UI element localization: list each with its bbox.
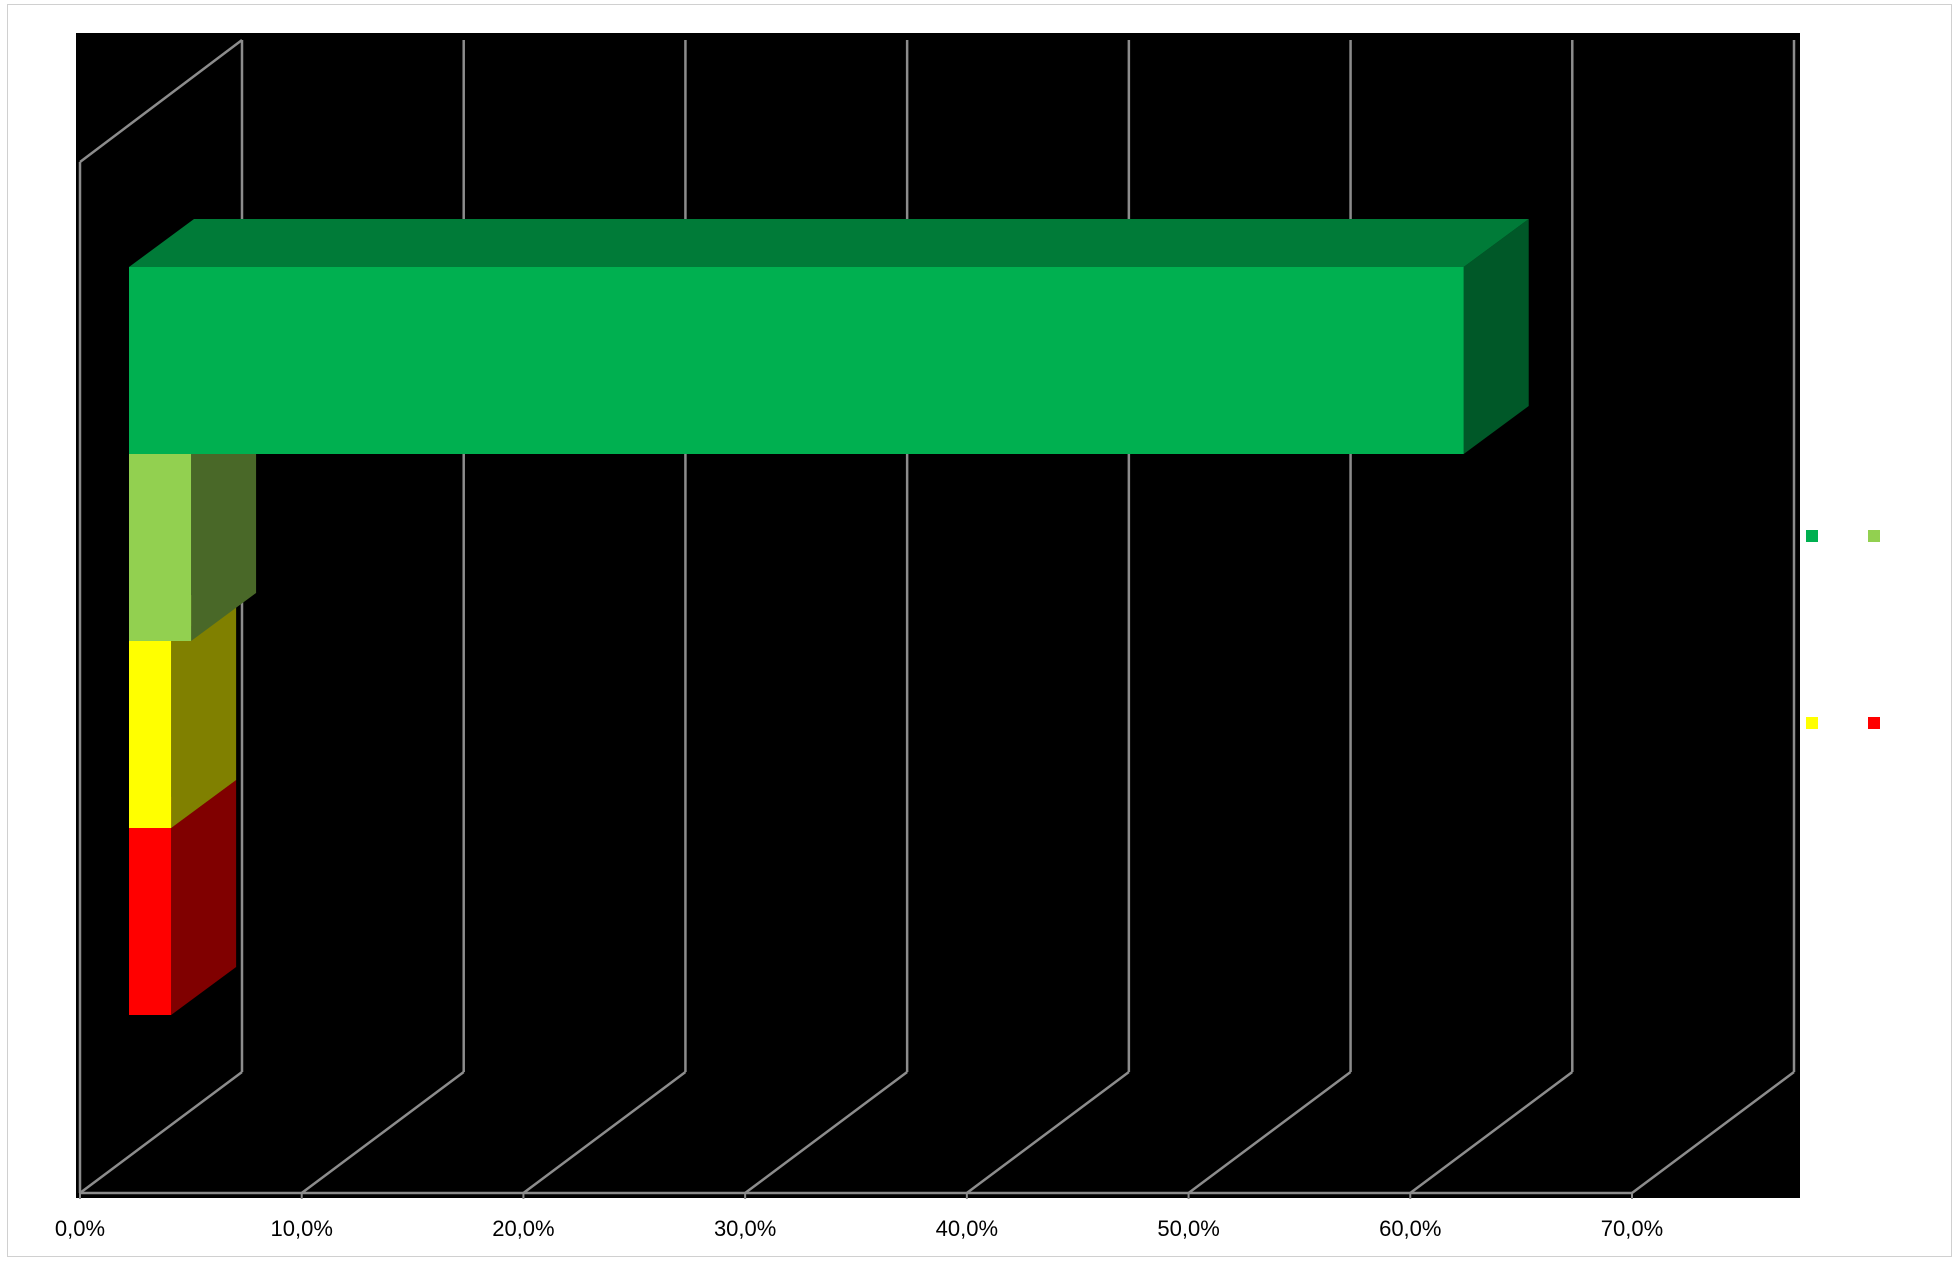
legend-entry: -- — [1868, 716, 1896, 733]
axis-left-top-edge — [79, 39, 243, 163]
gridline-floor — [1631, 1070, 1795, 1195]
plot-background — [76, 33, 1800, 1198]
legend-entry: ++ — [1806, 529, 1842, 546]
x-tick-label: 70,0% — [1601, 1216, 1663, 1241]
bar-top — [129, 219, 1529, 267]
bar-1 — [129, 219, 1529, 454]
x-axis-ticks: 0,0% 10,0% 20,0% 30,0% 40,0% 50,0% 60,0% 70,0% — [55, 1216, 1663, 1241]
legend-label: -- — [1885, 716, 1896, 733]
x-tick-label: 60,0% — [1379, 1216, 1441, 1241]
gridline-floor — [300, 1070, 465, 1195]
bar-front — [129, 641, 172, 828]
x-tick-label: 20,0% — [492, 1216, 554, 1241]
gridline-floor — [744, 1070, 908, 1195]
bar-side — [171, 593, 237, 828]
gridline-floor — [1187, 1070, 1352, 1195]
bar-front — [129, 828, 172, 1015]
legend-swatch — [1806, 530, 1818, 542]
x-tick-label: 40,0% — [936, 1216, 998, 1241]
gridline-floor — [1409, 1070, 1574, 1195]
x-tick-label: 50,0% — [1157, 1216, 1219, 1241]
legend: ++ +- -- — [1806, 529, 1896, 733]
legend-entry: + — [1868, 529, 1894, 546]
x-tick-label: 0,0% — [55, 1216, 105, 1241]
gridlines — [78, 39, 1796, 1199]
gridline-floor — [966, 1070, 1130, 1195]
bar-side — [171, 780, 237, 1015]
bar-front — [129, 267, 1464, 454]
legend-label: + — [1885, 529, 1894, 546]
legend-label: - — [1823, 716, 1828, 733]
legend-label: ++ — [1823, 529, 1842, 546]
bar-front — [129, 454, 192, 641]
legend-swatch — [1868, 530, 1880, 542]
gridline-floor — [79, 1070, 243, 1195]
bar-side — [191, 406, 257, 641]
x-tick-label: 30,0% — [714, 1216, 776, 1241]
x-tick-label: 10,0% — [271, 1216, 333, 1241]
gridline-floor — [522, 1070, 687, 1195]
legend-entry: - — [1806, 716, 1828, 733]
bars — [129, 219, 1529, 1015]
bar-side — [1463, 219, 1529, 454]
legend-swatch — [1806, 717, 1818, 729]
legend-swatch — [1868, 717, 1880, 729]
